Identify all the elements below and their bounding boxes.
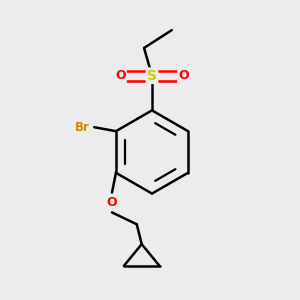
Text: O: O	[115, 69, 126, 82]
Text: O: O	[107, 196, 117, 209]
Text: S: S	[147, 69, 157, 83]
Text: Br: Br	[75, 121, 90, 134]
Text: O: O	[178, 69, 189, 82]
